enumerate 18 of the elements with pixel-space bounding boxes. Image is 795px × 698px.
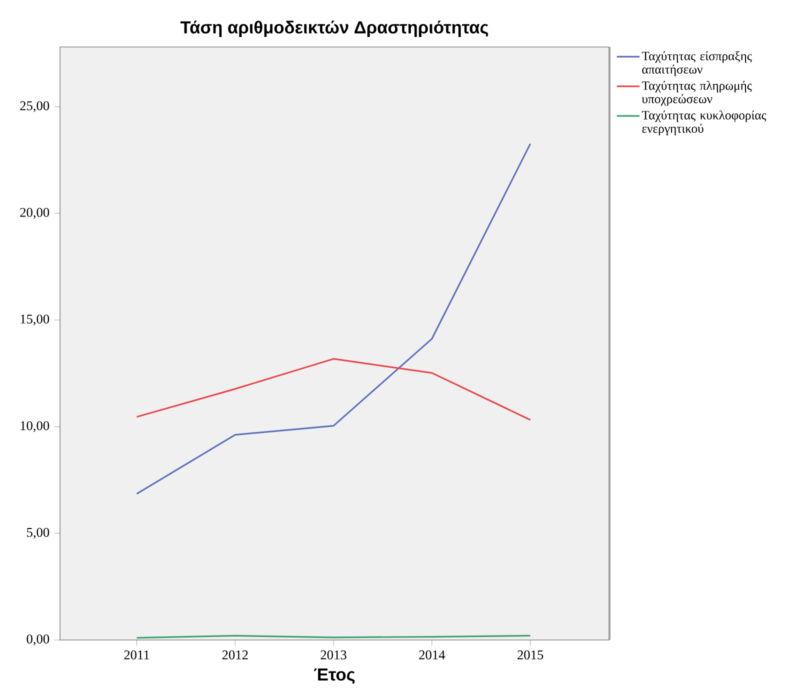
y-tick-label: 20,00 (20, 208, 50, 219)
line-series (136, 143, 532, 495)
legend-label: Ταχύτητας κυκλοφορίας ενεργητικού (642, 110, 766, 136)
line-series (136, 358, 532, 421)
y-tick-label: 15,00 (20, 314, 50, 326)
legend-label: Ταχύτητας είσπραξης απαιτήσεων (642, 51, 752, 76)
y-tick-label: 25,00 (20, 101, 50, 112)
x-tick-label: 2012 (222, 650, 248, 660)
y-tick-label: 10,00 (20, 421, 50, 432)
x-tick-label: 2015 (518, 650, 544, 660)
x-tick-label: 2014 (419, 650, 446, 660)
y-tick-label: 5,00 (27, 528, 50, 539)
chart-title: Τάση αριθμοδεικτών Δραστηριότητας (180, 20, 488, 37)
legend-label: Ταχύτητας πληρωμής υποχρεώσεων (642, 80, 752, 106)
x-tick-label: 2011 (124, 650, 150, 660)
x-axis-title: Έτος (314, 668, 355, 684)
x-tick-label: 2013 (320, 650, 346, 660)
y-tick-label: 0,00 (26, 634, 50, 646)
